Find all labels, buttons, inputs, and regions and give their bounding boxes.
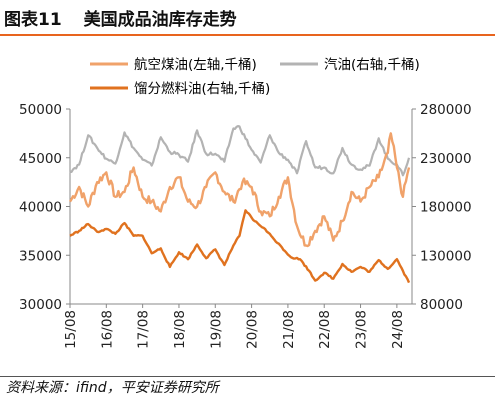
plot-area [68, 125, 411, 284]
series-line-jet-fuel [68, 132, 411, 248]
x-tick-label: 19/08 [208, 310, 224, 349]
x-tick-label: 22/08 [317, 310, 333, 349]
x-tick-label: 20/08 [245, 310, 261, 349]
legend-label-gasoline: 汽油(右轴,千桶) [324, 57, 420, 73]
y-right-tick-label: 130000 [420, 248, 472, 264]
x-tick-label: 15/08 [63, 310, 79, 349]
chart-axes: 30000 35000 40000 45000 50000 80000 130000 1800… [19, 102, 472, 349]
y-right-tick-label: 280000 [420, 102, 472, 118]
legend-label-jet-fuel: 航空煤油(左轴,千桶) [134, 57, 257, 73]
y-right-tick-label: 230000 [420, 151, 472, 167]
x-tick-label: 21/08 [281, 310, 297, 349]
series-line-distillate [69, 209, 411, 284]
chart-legend: 航空煤油(左轴,千桶) 汽油(右轴,千桶) 馏分燃料油(右轴,千桶) [90, 57, 420, 97]
figure-label: 图表11 [4, 9, 62, 30]
y-left-tick-label: 50000 [19, 102, 62, 118]
x-tick-label: 18/08 [172, 310, 188, 349]
source-note: 资料来源：ifind，平安证券研究所 [0, 376, 495, 406]
y-right-tick-label: 180000 [420, 200, 472, 216]
chart: 航空煤油(左轴,千桶) 汽油(右轴,千桶) 馏分燃料油(右轴,千桶) 30000… [19, 57, 472, 349]
legend-label-distillate: 馏分燃料油(右轴,千桶) [134, 80, 270, 97]
x-tick-label: 17/08 [136, 310, 152, 349]
figure-header: 图表11 美国成品油库存走势 [0, 0, 495, 36]
y-left-tick-label: 40000 [19, 200, 62, 216]
figure-title: 美国成品油库存走势 [83, 9, 237, 30]
y-left-tick-label: 35000 [19, 248, 62, 264]
x-tick-label: 24/08 [390, 310, 406, 349]
y-left-tick-label: 30000 [19, 297, 62, 313]
y-right-tick-label: 80000 [420, 297, 463, 313]
y-left-tick-label: 45000 [19, 151, 62, 167]
x-tick-label: 23/08 [354, 310, 370, 349]
series-line-gasoline [69, 125, 411, 177]
x-tick-label: 16/08 [99, 310, 115, 349]
